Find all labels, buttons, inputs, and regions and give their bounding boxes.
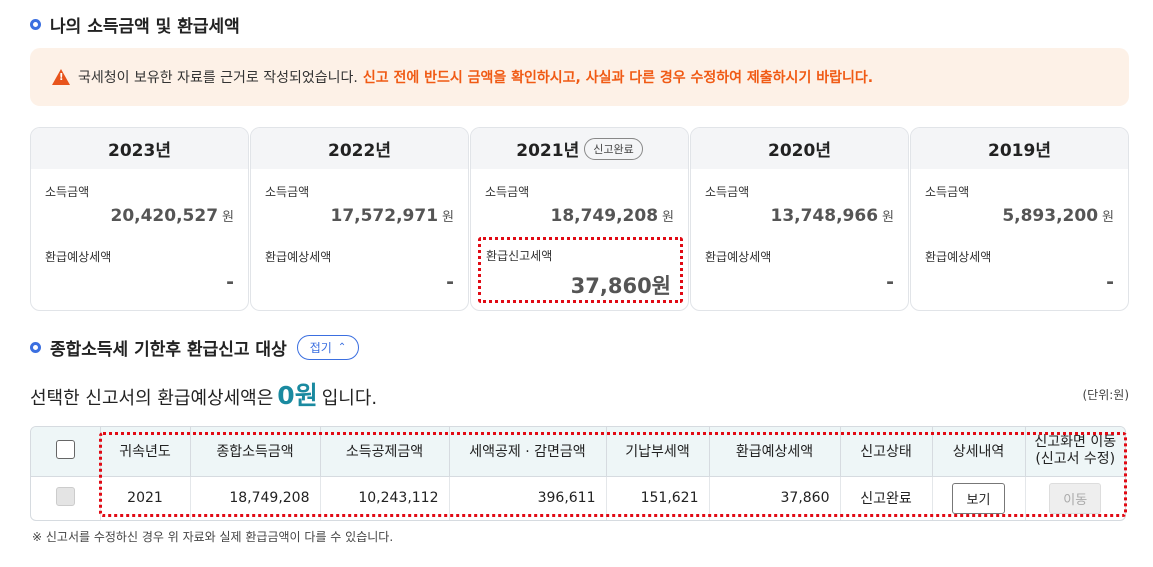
year-card-header: 2019년 [911,128,1128,169]
refund-label: 환급예상세액 [925,250,992,264]
year-card-2021[interactable]: 2021년 신고완료 소득금액 18,749,208 원 환급신고세액 37,86… [470,127,689,311]
section-title-text: 종합소득세 기한후 환급신고 대상 [50,340,287,360]
header-deduction: 소득공제금액 [320,427,450,477]
notice-text: 국세청이 보유한 자료를 근거로 작성되었습니다. [78,70,358,86]
notice-banner: ! 국세청이 보유한 자료를 근거로 작성되었습니다. 신고 전에 반드시 금액… [30,48,1129,106]
refund-highlight-box: 환급신고세액 37,860원 [478,237,683,303]
cell-refund: 37,860 [709,476,841,520]
income-label: 소득금액 [705,185,750,199]
bullet-circle-icon [30,342,41,353]
income-label: 소득금액 [45,185,90,199]
warning-icon: ! [52,69,70,85]
cell-year: 2021 [100,476,191,520]
footnote: ※ 신고서를 수정하신 경우 위 자료와 실제 환급금액이 다를 수 있습니다. [32,530,394,544]
section-title-refund-target: 종합소득세 기한후 환급신고 대상 접기 ⌃ [30,335,360,360]
cell-total-income: 18,749,208 [190,476,321,520]
refund-label: 환급예상세액 [705,250,772,264]
header-prepaid: 기납부세액 [606,427,710,477]
year-card-2022[interactable]: 2022년 소득금액 17,572,971 원 환급예상세액 - [250,127,469,311]
cell-prepaid: 151,621 [606,476,710,520]
header-year: 귀속년도 [100,427,191,477]
cell-tax-credit: 396,611 [449,476,607,520]
income-label: 소득금액 [925,185,970,199]
header-select-all[interactable] [31,427,101,477]
year-card-header: 2021년 신고완료 [471,128,688,169]
cell-detail: 보기 [932,476,1026,520]
refund-table: 귀속년도 종합소득금액 소득공제금액 세액공제 · 감면금액 기납부세액 환급예… [30,426,1126,521]
refund-amount: - [226,271,234,293]
refund-label: 환급예상세액 [265,250,332,264]
year-card-2020[interactable]: 2020년 소득금액 13,748,966 원 환급예상세액 - [690,127,909,311]
income-amount: 13,748,966 원 [770,206,894,226]
bullet-circle-icon [30,19,41,30]
table-header-row: 귀속년도 종합소득금액 소득공제금액 세액공제 · 감면금액 기납부세액 환급예… [31,427,1125,477]
fold-label: 접기 [309,341,332,355]
refund-amount: - [886,271,894,293]
cell-move: 이동 [1025,476,1125,520]
summary-amount: 0원 [277,381,318,410]
header-total-income: 종합소득금액 [190,427,321,477]
income-amount: 17,572,971 원 [330,206,454,226]
refund-summary: 선택한 신고서의 환급예상세액은 0원 입니다. [30,376,377,412]
header-move: 신고화면 이동 (신고서 수정) [1025,427,1125,477]
cell-status: 신고완료 [840,476,933,520]
chevron-up-icon: ⌃ [337,342,347,353]
year-label: 2023년 [108,141,171,161]
fold-button[interactable]: 접기 ⌃ [296,335,360,360]
move-button[interactable]: 이동 [1049,482,1102,514]
summary-suffix: 입니다. [321,388,378,409]
status-badge: 신고완료 [584,137,643,160]
cell-deduction: 10,243,112 [320,476,450,520]
row-select-cell [31,476,101,520]
income-amount: 18,749,208 원 [550,206,674,226]
header-tax-credit: 세액공제 · 감면금액 [449,427,607,477]
summary-prefix: 선택한 신고서의 환급예상세액은 [30,388,274,409]
income-amount: 20,420,527 원 [110,206,234,226]
income-label: 소득금액 [265,185,310,199]
year-card-header: 2022년 [251,128,468,169]
refund-label: 환급예상세액 [45,250,112,264]
refund-amount: - [446,271,454,293]
notice-highlight: 신고 전에 반드시 금액을 확인하시고, 사실과 다른 경우 수정하여 제출하시… [362,70,874,86]
year-card-2023[interactable]: 2023년 소득금액 20,420,527 원 환급예상세액 - [30,127,249,311]
header-status: 신고상태 [840,427,933,477]
year-label: 2019년 [988,141,1051,161]
refund-label: 환급신고세액 [486,249,553,263]
header-detail: 상세내역 [932,427,1026,477]
year-card-2019[interactable]: 2019년 소득금액 5,893,200 원 환급예상세액 - [910,127,1129,311]
refund-amount: - [1106,271,1114,293]
section-title-text: 나의 소득금액 및 환급세액 [50,17,240,37]
unit-label: (단위:원) [1082,388,1129,402]
income-amount: 5,893,200 원 [1002,206,1114,226]
row-checkbox[interactable] [55,486,75,506]
table-row: 2021 18,749,208 10,243,112 396,611 151,6… [31,476,1125,520]
year-card-header: 2023년 [31,128,248,169]
income-label: 소득금액 [485,185,530,199]
select-all-checkbox[interactable] [55,439,75,459]
year-label: 2020년 [768,141,831,161]
year-label: 2021년 [516,141,580,161]
header-refund: 환급예상세액 [709,427,841,477]
view-button[interactable]: 보기 [951,482,1006,514]
year-card-header: 2020년 [691,128,908,169]
year-label: 2022년 [328,141,391,161]
refund-amount: 37,860원 [570,274,671,298]
section-title-income: 나의 소득금액 및 환급세액 [30,12,240,37]
